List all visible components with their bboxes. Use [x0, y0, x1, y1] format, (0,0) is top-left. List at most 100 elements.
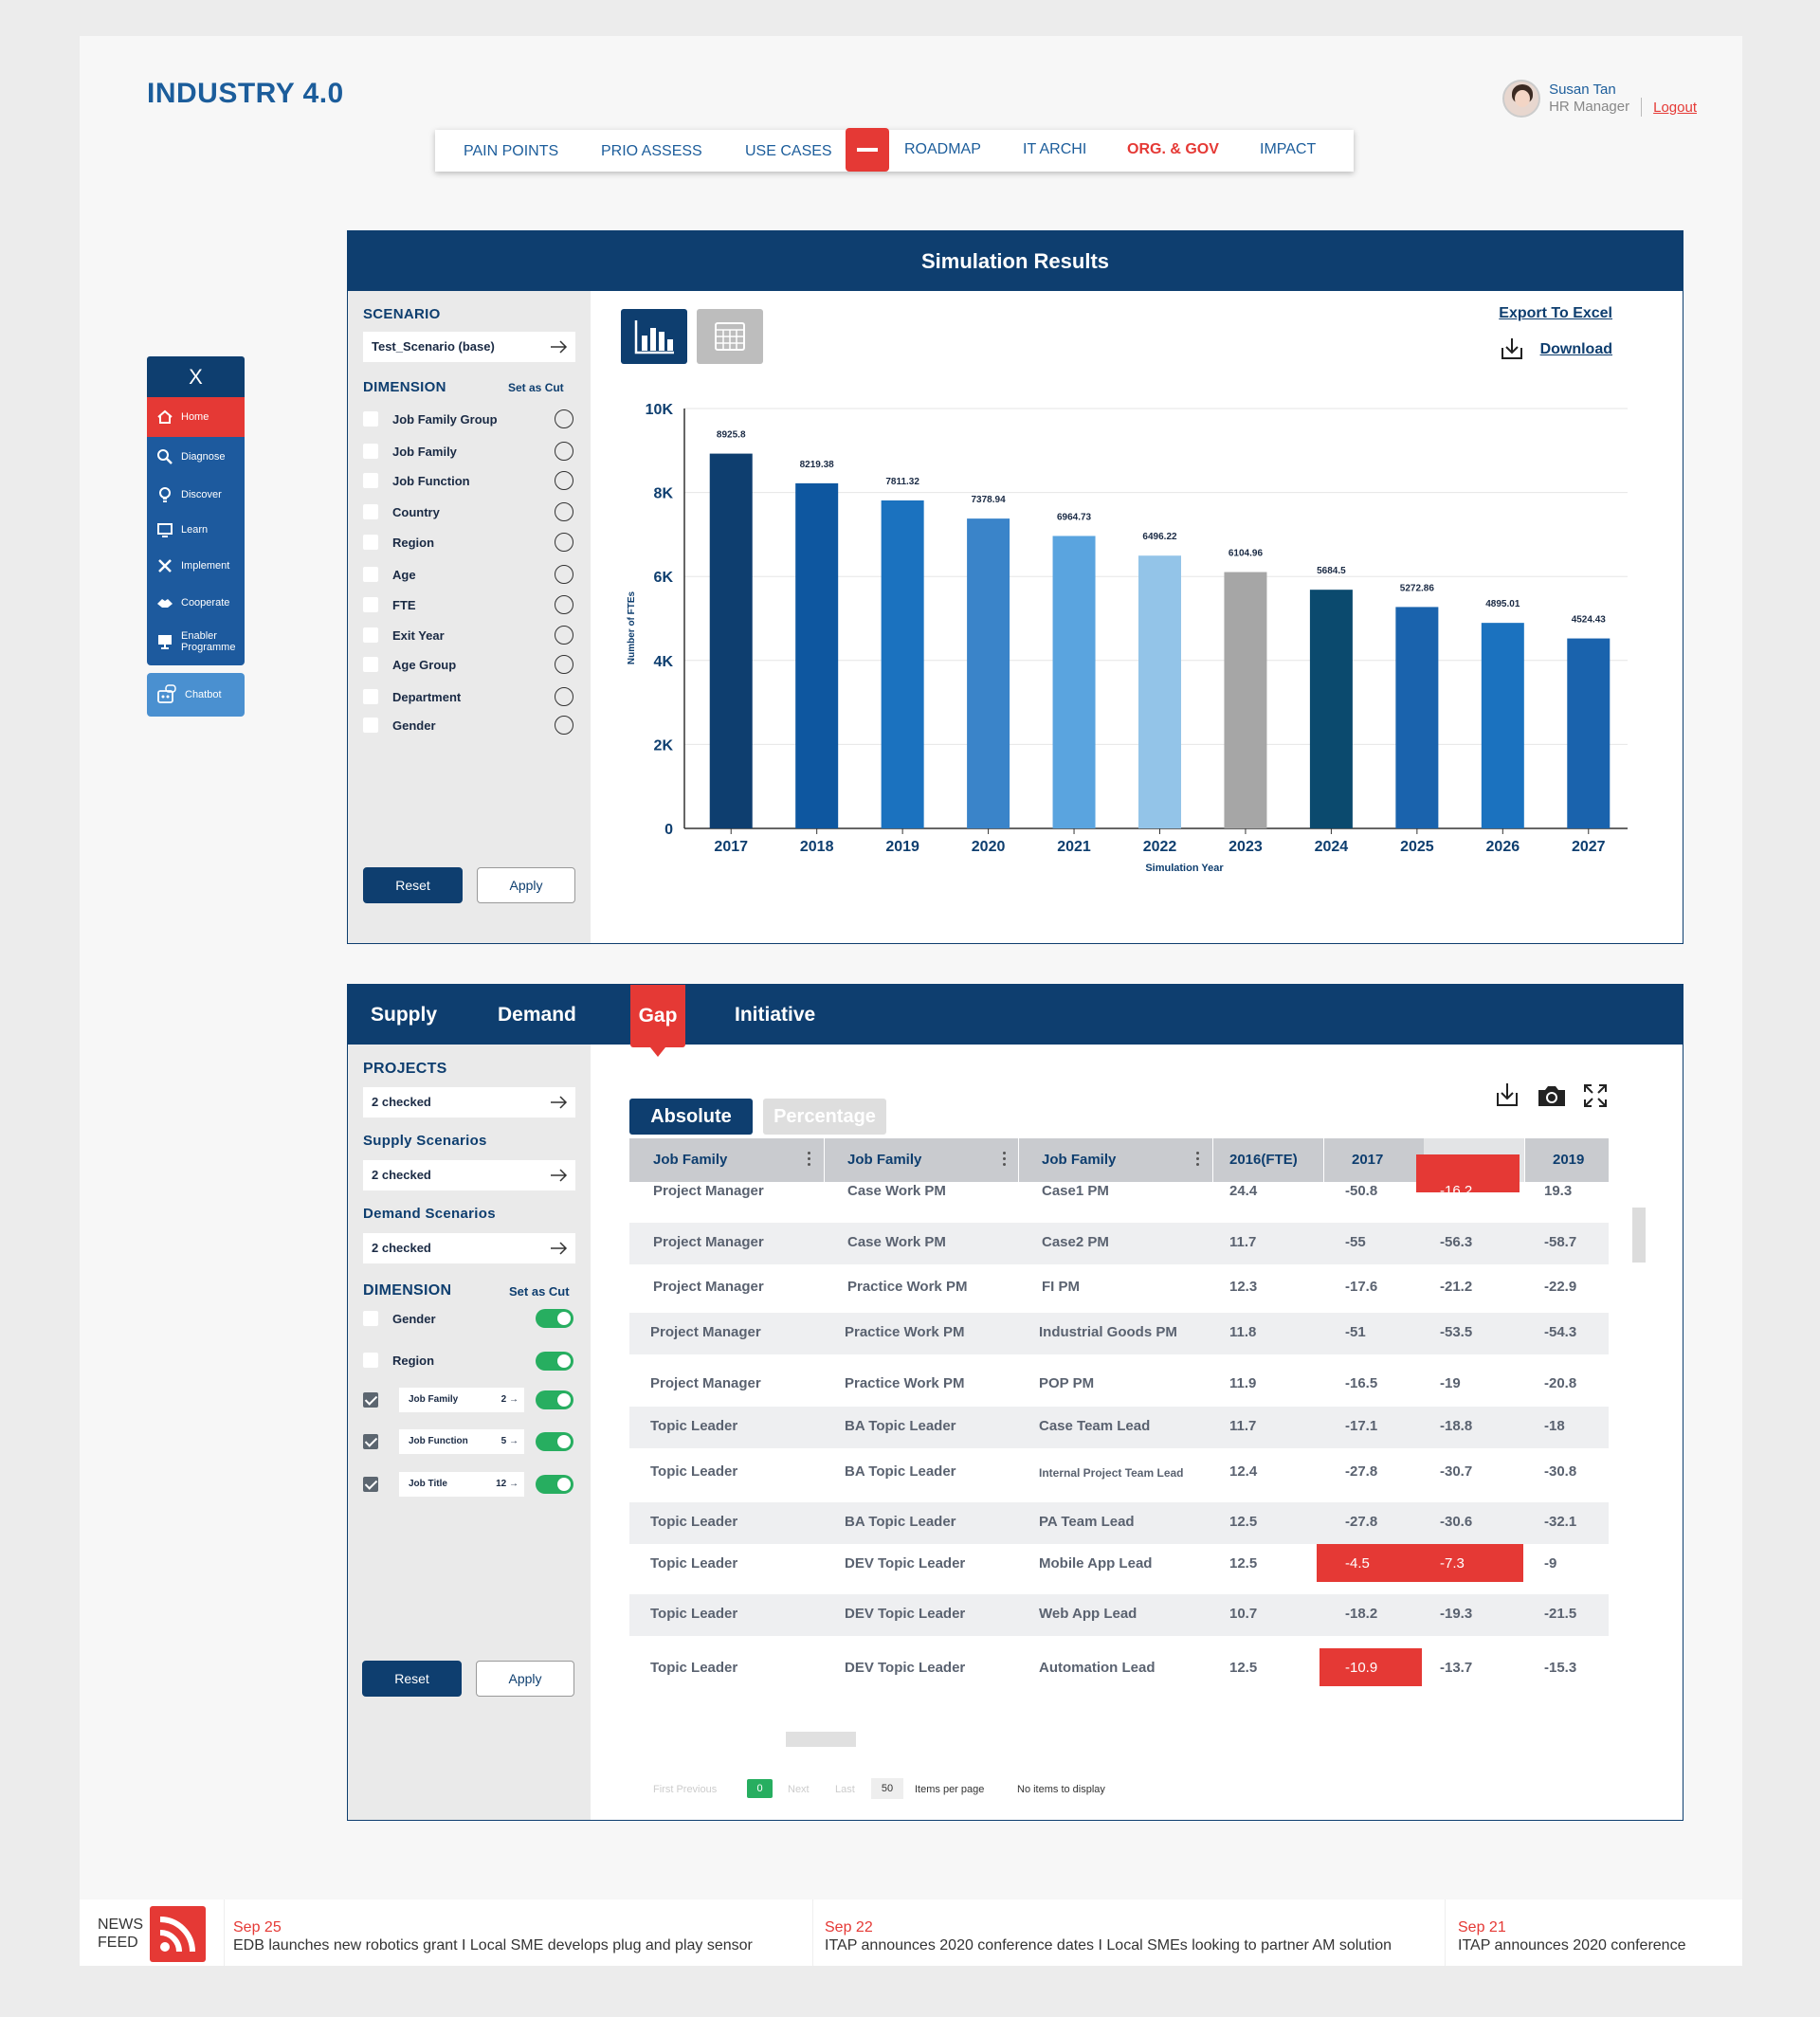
sidebar-item-diagnose[interactable]: Diagnose	[147, 437, 245, 477]
download-icon[interactable]	[1495, 1081, 1520, 1108]
sidebar-item-chatbot[interactable]: Chatbot	[147, 673, 245, 717]
vertical-scrollbar[interactable]	[1632, 1208, 1646, 1263]
pager-current-page[interactable]: 0	[747, 1779, 773, 1798]
checkbox[interactable]	[363, 1311, 378, 1326]
table-row[interactable]: Topic Leader DEV Topic Leader Mobile App L…	[629, 1544, 1609, 1586]
table-view-button[interactable]	[697, 309, 763, 364]
checkbox-checked[interactable]	[363, 1477, 378, 1492]
dimension-row[interactable]: Age Group	[363, 652, 573, 677]
set-as-cut-radio[interactable]	[555, 409, 573, 428]
download-icon[interactable]	[1500, 336, 1524, 361]
set-as-cut-toggle[interactable]	[536, 1309, 573, 1328]
set-as-cut-radio[interactable]	[555, 565, 573, 584]
dimension-row-gender[interactable]: Gender	[363, 1306, 573, 1331]
pager-first-previous[interactable]: First Previous	[653, 1784, 718, 1795]
dimension-row-job-title[interactable]: Job Title 12 →	[363, 1472, 573, 1497]
set-as-cut-radio[interactable]	[555, 595, 573, 614]
sidebar-item-learn[interactable]: Learn	[147, 512, 245, 547]
logout-link[interactable]: Logout	[1653, 99, 1697, 116]
dimension-row[interactable]: Department	[363, 684, 573, 709]
dimension-row-job-family[interactable]: Job Family 2 →	[363, 1388, 573, 1412]
table-row[interactable]: Topic Leader BA Topic Leader Internal Proj…	[629, 1452, 1609, 1494]
news-item[interactable]: Sep 22 ITAP announces 2020 conference da…	[825, 1918, 1392, 1954]
nav-impact[interactable]: IMPACT	[1260, 141, 1317, 157]
items-per-page-select[interactable]: 50	[871, 1778, 903, 1799]
sidebar-item-enabler-programme[interactable]: Enabler Programme	[147, 622, 245, 662]
column-header-job-family[interactable]: Job Family	[653, 1152, 728, 1168]
fullscreen-icon[interactable]	[1583, 1083, 1608, 1108]
table-row[interactable]: Project Manager Case Work PM Case1 PM 24.4 -…	[629, 1154, 1609, 1213]
set-as-cut-toggle[interactable]	[536, 1390, 573, 1409]
avatar[interactable]	[1502, 80, 1541, 118]
pager-last[interactable]: Last	[835, 1784, 855, 1795]
supply-scenarios-select[interactable]: 2 checked	[363, 1160, 575, 1190]
reset-button[interactable]: Reset	[363, 867, 463, 903]
apply-button[interactable]: Apply	[477, 867, 575, 903]
checkbox[interactable]	[363, 444, 378, 459]
checkbox[interactable]	[363, 504, 378, 519]
apply-button[interactable]: Apply	[476, 1661, 574, 1697]
tab-demand[interactable]: Demand	[498, 1004, 576, 1026]
dimension-row[interactable]: Exit Year	[363, 623, 573, 647]
dimension-row[interactable]: Gender	[363, 713, 573, 737]
pager-next[interactable]: Next	[788, 1784, 810, 1795]
checkbox-checked[interactable]	[363, 1392, 378, 1408]
column-header-job-family-3[interactable]: Job Family	[1042, 1152, 1117, 1168]
set-as-cut-radio[interactable]	[555, 533, 573, 552]
dimension-row[interactable]: Job Family Group	[363, 407, 573, 431]
table-row[interactable]: Topic Leader DEV Topic Leader Automation L…	[629, 1648, 1609, 1690]
table-row[interactable]: Topic Leader DEV Topic Leader Web App Lead…	[629, 1594, 1609, 1636]
dimension-row-job-function[interactable]: Job Function 5 →	[363, 1429, 573, 1454]
news-item[interactable]: Sep 25 EDB launches new robotics grant I…	[233, 1918, 753, 1954]
sidebar-item-cooperate[interactable]: Cooperate	[147, 584, 245, 622]
dimension-row[interactable]: Region	[363, 530, 573, 554]
table-row[interactable]: Project Manager Practice Work PM POP PM 11.…	[629, 1364, 1609, 1406]
close-icon[interactable]: X	[147, 356, 245, 397]
horizontal-scrollbar[interactable]	[786, 1732, 856, 1747]
set-as-cut-radio[interactable]	[555, 626, 573, 645]
checkbox[interactable]	[363, 627, 378, 643]
job-family-select[interactable]: Job Family 2 →	[399, 1388, 524, 1412]
table-row[interactable]: Topic Leader BA Topic Leader Case Team Lea…	[629, 1407, 1609, 1448]
set-as-cut-toggle[interactable]	[536, 1432, 573, 1451]
scenario-select[interactable]: Test_Scenario (base)	[363, 332, 575, 362]
camera-icon[interactable]	[1537, 1083, 1567, 1108]
job-title-select[interactable]: Job Title 12 →	[399, 1472, 524, 1497]
checkbox[interactable]	[363, 689, 378, 704]
set-as-cut-toggle[interactable]	[536, 1475, 573, 1494]
set-as-cut-radio[interactable]	[555, 716, 573, 735]
nav-use-cases[interactable]: USE CASES	[745, 143, 832, 159]
set-as-cut-radio[interactable]	[555, 655, 573, 674]
column-menu-icon[interactable]	[1196, 1152, 1200, 1169]
download-link[interactable]: Download	[1539, 341, 1612, 357]
column-menu-icon[interactable]	[1003, 1152, 1007, 1169]
nav-it-archi[interactable]: IT ARCHI	[1023, 141, 1087, 157]
checkbox[interactable]	[363, 567, 378, 582]
checkbox[interactable]	[363, 473, 378, 488]
table-row[interactable]: Project Manager Practice Work PM Industria…	[629, 1313, 1609, 1354]
sidebar-item-home[interactable]: Home	[147, 397, 245, 437]
job-function-select[interactable]: Job Function 5 →	[399, 1429, 524, 1454]
checkbox[interactable]	[363, 597, 378, 612]
minus-icon[interactable]	[846, 128, 889, 172]
bar-chart-view-button[interactable]	[621, 309, 687, 364]
rss-icon[interactable]	[150, 1906, 206, 1962]
checkbox[interactable]	[363, 657, 378, 672]
column-menu-icon[interactable]	[808, 1152, 811, 1169]
tab-supply[interactable]: Supply	[371, 1004, 438, 1026]
nav-prio-assess[interactable]: PRIO ASSESS	[601, 143, 702, 159]
news-item[interactable]: Sep 21 ITAP announces 2020 conference	[1458, 1918, 1685, 1954]
absolute-toggle-button[interactable]: Absolute	[629, 1099, 753, 1135]
table-row[interactable]: Project Manager Practice Work PM FI PM 12.3…	[629, 1267, 1609, 1309]
checkbox-checked[interactable]	[363, 1434, 378, 1449]
column-header-2017[interactable]: 2017	[1352, 1152, 1384, 1168]
sidebar-item-discover[interactable]: Discover	[147, 477, 245, 512]
export-to-excel-link[interactable]: Export To Excel	[1499, 305, 1612, 321]
set-as-cut-radio[interactable]	[555, 687, 573, 706]
dimension-row[interactable]: FTE	[363, 592, 573, 617]
dimension-row[interactable]: Job Function	[363, 468, 573, 493]
sidebar-item-implement[interactable]: Implement	[147, 547, 245, 584]
reset-button[interactable]: Reset	[362, 1661, 462, 1697]
set-as-cut-radio[interactable]	[555, 502, 573, 521]
checkbox[interactable]	[363, 1353, 378, 1368]
